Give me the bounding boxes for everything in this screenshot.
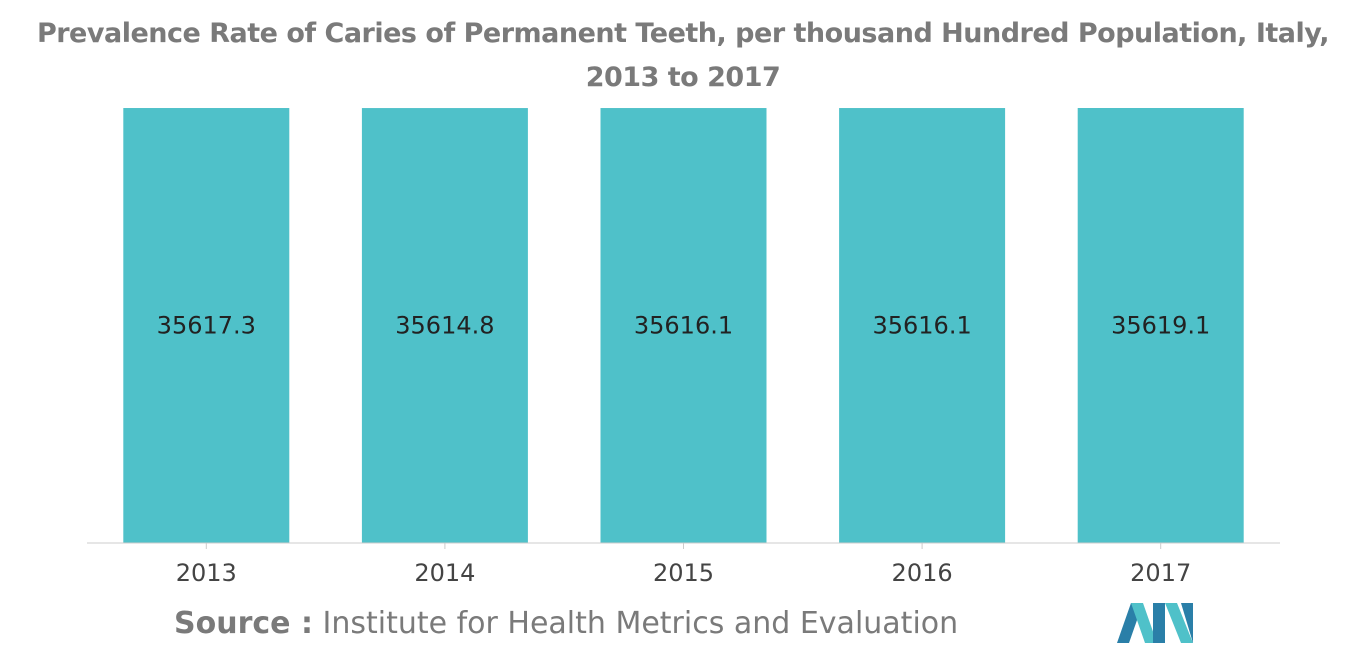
bar-2015 [600,108,767,544]
value-labels-group: 35617.3 35614.8 35616.1 35616.1 35619.1 [157,312,1211,340]
bars-group [123,108,1244,544]
bar-2014 [361,108,528,543]
chart-title-line2: 2013 to 2017 [585,62,781,93]
x-tick-label: 2016 [892,559,953,587]
x-tick-label: 2017 [1130,559,1191,587]
x-tick-label: 2015 [653,559,714,587]
bar-value-label: 35616.1 [872,312,971,340]
bar-value-label: 35617.3 [157,312,256,340]
bar-2016 [839,108,1006,544]
chart-title-line1: Prevalence Rate of Caries of Permanent T… [36,18,1330,49]
bar-value-label: 35614.8 [395,312,494,340]
x-tick-label: 2013 [176,559,237,587]
source-note: Source : Institute for Health Metrics an… [174,606,958,641]
bar-2013 [123,108,290,544]
bar-2017 [1077,108,1244,543]
x-tick-label: 2014 [414,559,475,587]
mordor-intelligence-logo-icon [1117,603,1193,643]
x-axis-ticks: 2013 2014 2015 2016 2017 [176,543,1191,587]
chart-title: Prevalence Rate of Caries of Permanent T… [0,12,1366,100]
source-text: Institute for Health Metrics and Evaluat… [312,606,959,641]
bar-value-label: 35619.1 [1111,312,1210,340]
bar-value-label: 35616.1 [634,312,733,340]
source-label: Source : [174,606,313,641]
